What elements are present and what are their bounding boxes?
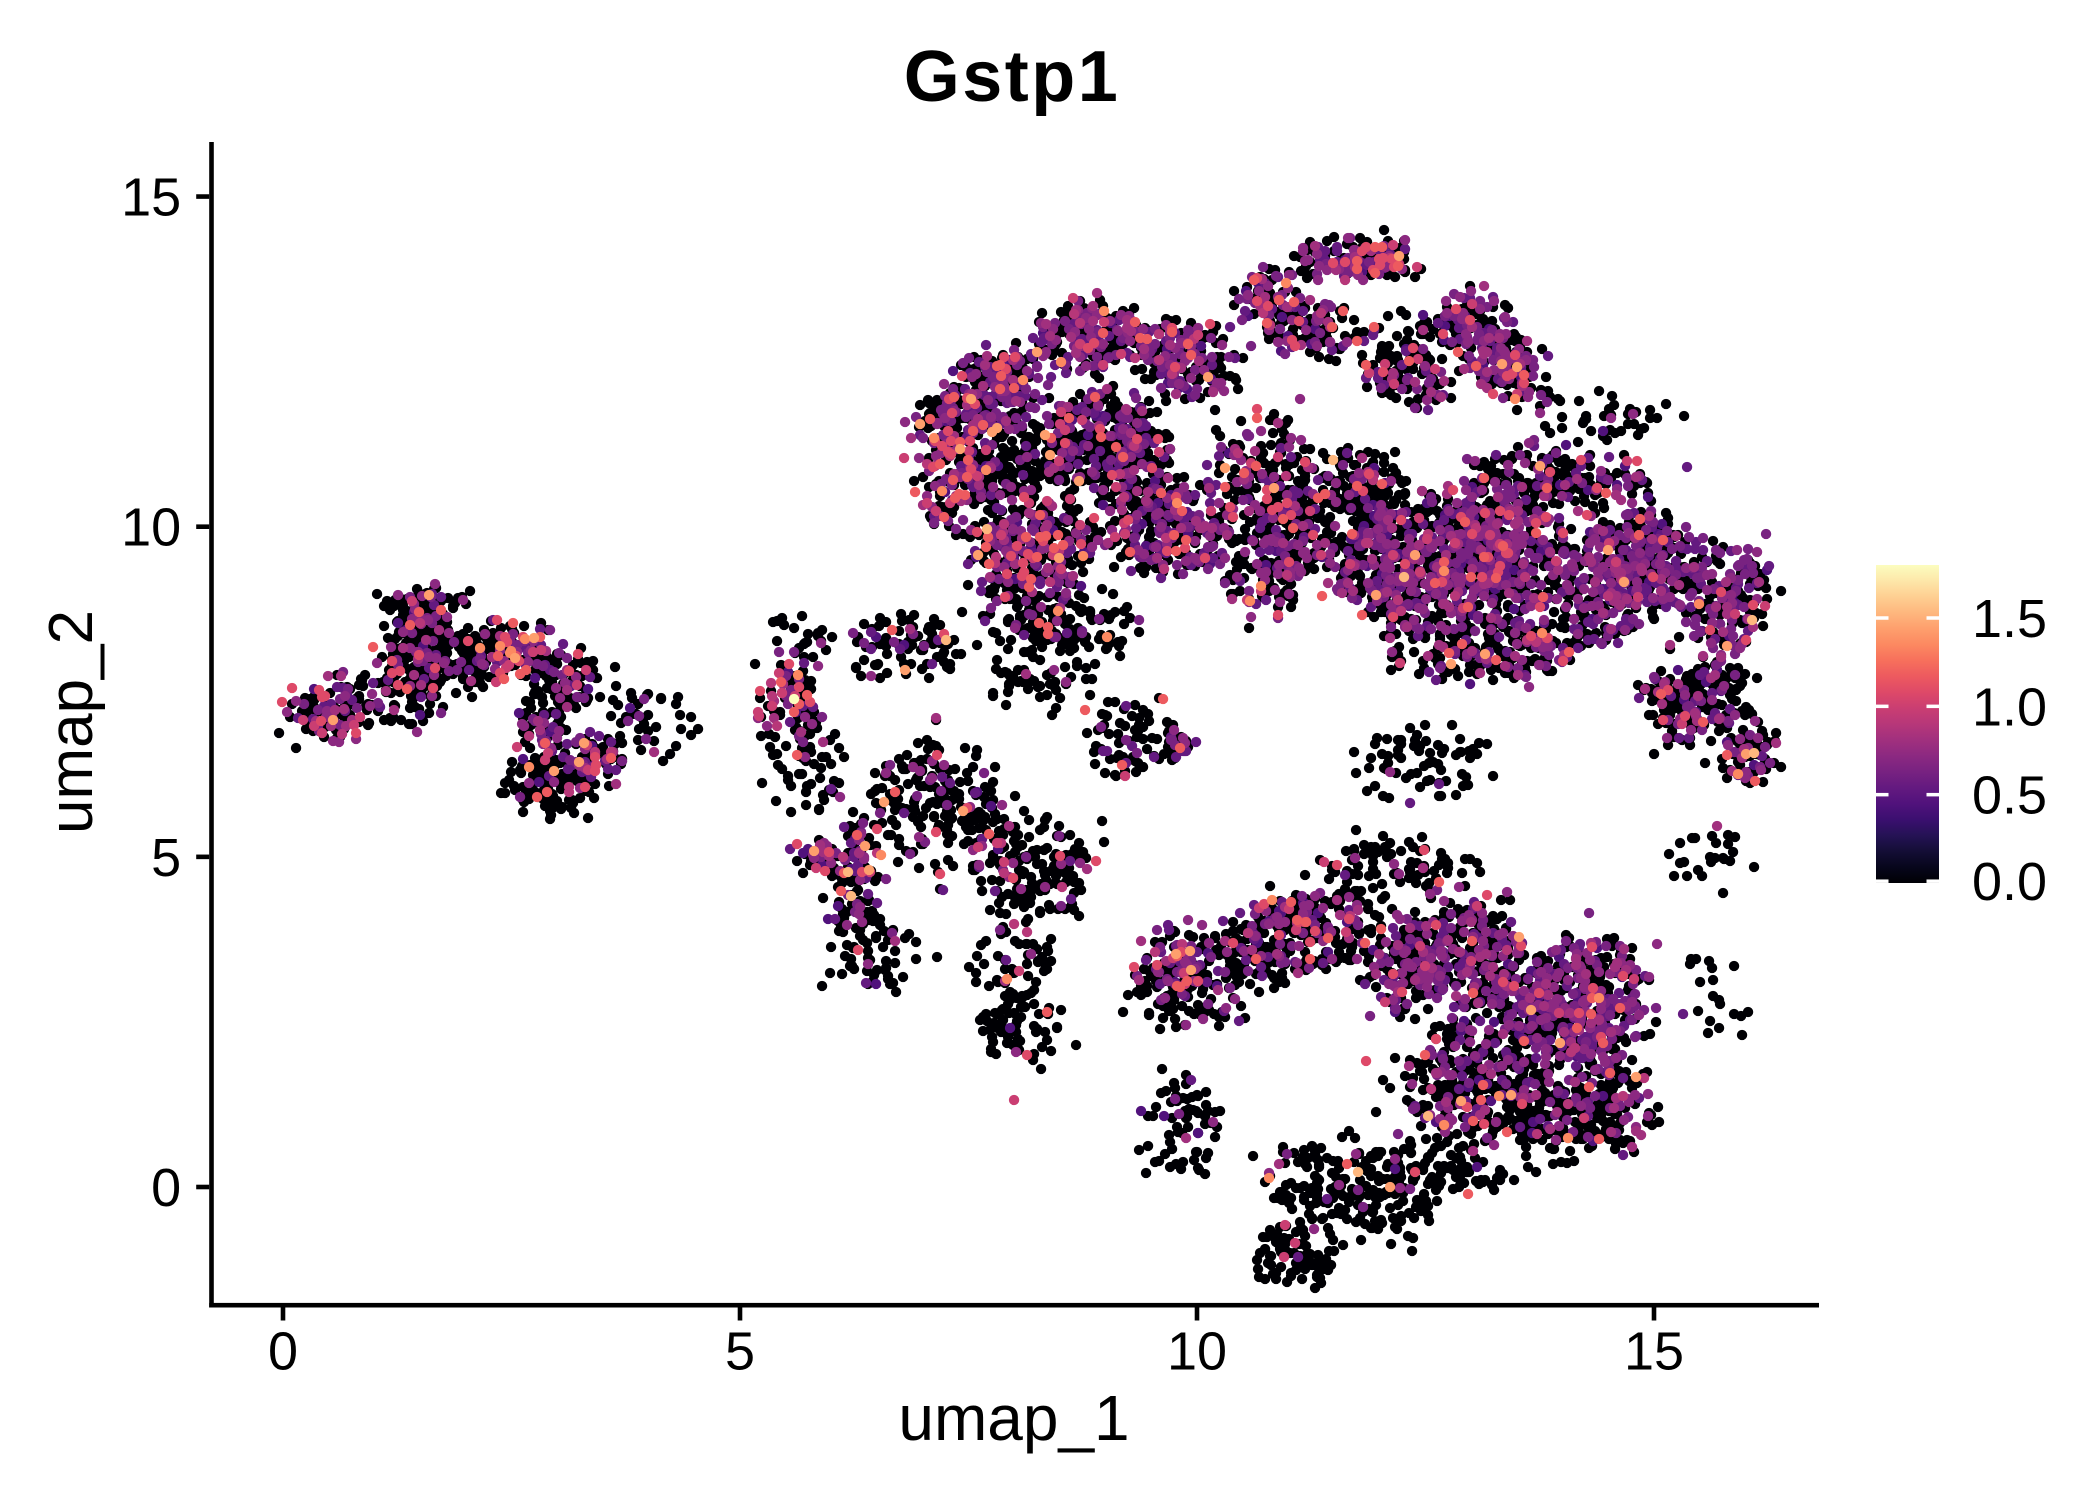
svg-text:15: 15 bbox=[121, 168, 181, 228]
svg-text:15: 15 bbox=[1624, 1322, 1684, 1382]
svg-text:umap_1: umap_1 bbox=[898, 1382, 1129, 1454]
svg-text:1.5: 1.5 bbox=[1972, 589, 2047, 649]
svg-text:5: 5 bbox=[725, 1322, 755, 1382]
svg-text:1.0: 1.0 bbox=[1972, 677, 2047, 737]
svg-text:umap_2: umap_2 bbox=[37, 610, 106, 834]
svg-text:10: 10 bbox=[121, 498, 181, 558]
svg-text:Gstp1: Gstp1 bbox=[904, 37, 1121, 117]
svg-text:10: 10 bbox=[1167, 1322, 1227, 1382]
svg-text:0.5: 0.5 bbox=[1972, 766, 2047, 826]
svg-text:0: 0 bbox=[268, 1322, 298, 1382]
svg-text:5: 5 bbox=[151, 828, 181, 888]
svg-text:0.0: 0.0 bbox=[1972, 852, 2047, 912]
svg-text:0: 0 bbox=[151, 1158, 181, 1218]
